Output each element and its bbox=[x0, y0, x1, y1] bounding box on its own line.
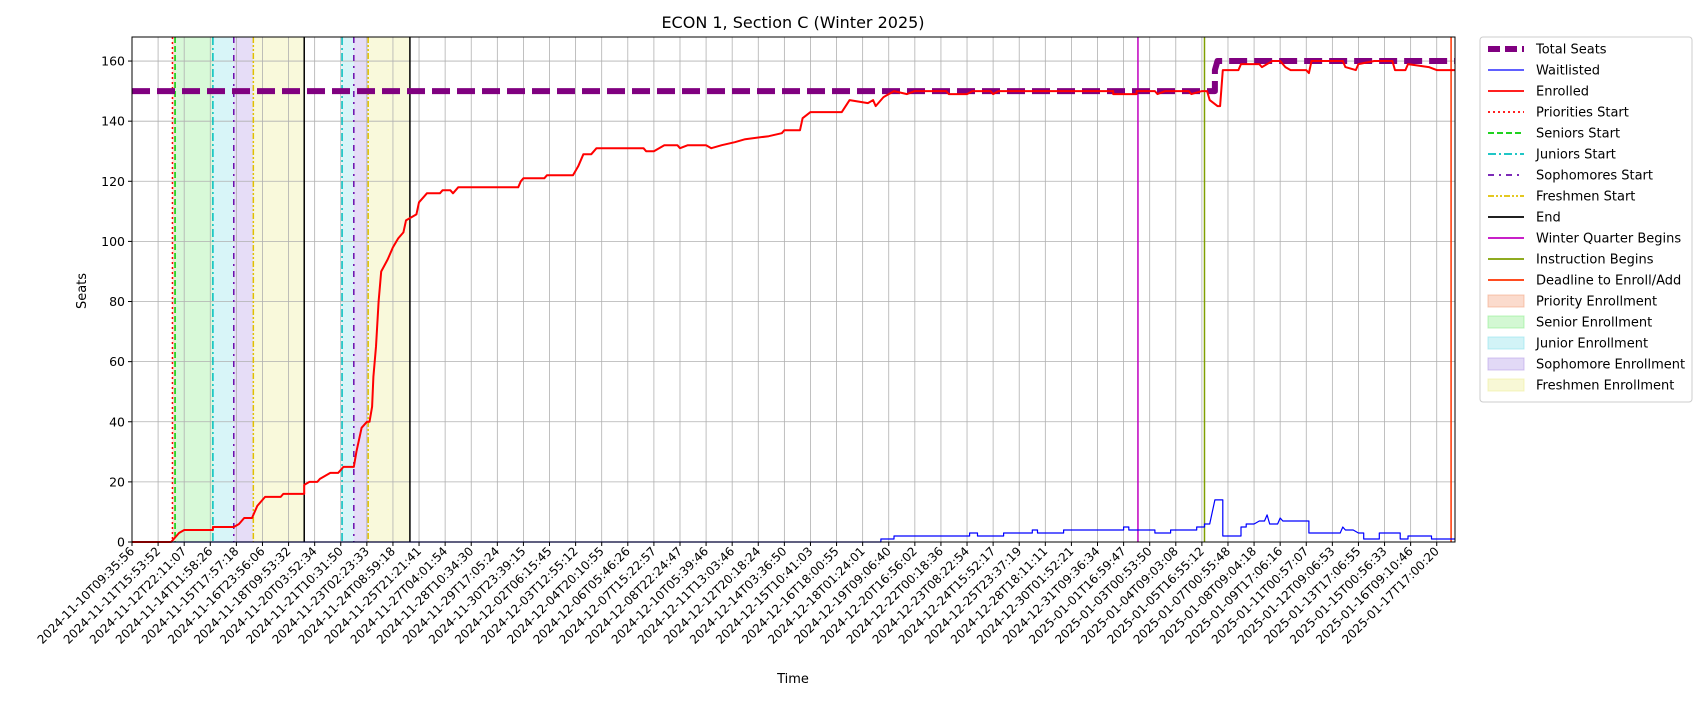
legend-label-9: Winter Quarter Begins bbox=[1536, 232, 1681, 247]
span-1-0 bbox=[175, 37, 213, 542]
legend-label-4: Seniors Start bbox=[1536, 127, 1620, 142]
legend-label-8: End bbox=[1536, 211, 1561, 226]
legend-box bbox=[1479, 36, 1693, 403]
y-tick-label-2: 40 bbox=[109, 414, 125, 429]
series-line-0 bbox=[132, 58, 1455, 95]
plot-area: 0204060801001201401602024-11-10T09:35:56… bbox=[35, 36, 1456, 647]
legend-label-2: Enrolled bbox=[1536, 85, 1589, 100]
legend-label-6: Sophomores Start bbox=[1536, 169, 1653, 184]
y-axis-label: Seats bbox=[75, 273, 90, 309]
legend-label-12: Priority Enrollment bbox=[1536, 295, 1657, 310]
legend-label-0: Total Seats bbox=[1535, 43, 1607, 58]
y-tick-label-3: 60 bbox=[109, 354, 125, 369]
legend-label-13: Senior Enrollment bbox=[1536, 316, 1652, 331]
legend-label-3: Priorities Start bbox=[1536, 106, 1629, 121]
span-3-0 bbox=[233, 37, 254, 542]
y-tick-label-6: 120 bbox=[101, 174, 125, 189]
legend-label-11: Deadline to Enroll/Add bbox=[1536, 274, 1681, 289]
span-2-0 bbox=[212, 37, 234, 542]
span-0-0 bbox=[172, 37, 176, 542]
span-4-0 bbox=[253, 37, 305, 542]
legend-swatch-12 bbox=[1487, 294, 1525, 308]
legend-label-10: Instruction Begins bbox=[1536, 253, 1654, 268]
legend-swatch-16 bbox=[1487, 378, 1525, 392]
y-tick-label-0: 0 bbox=[117, 535, 125, 550]
y-tick-label-7: 140 bbox=[101, 114, 125, 129]
legend-label-5: Juniors Start bbox=[1535, 148, 1616, 163]
legend-label-7: Freshmen Start bbox=[1536, 190, 1635, 205]
y-tick-label-8: 160 bbox=[101, 54, 125, 69]
plot-frame bbox=[131, 36, 1456, 543]
legend-label-15: Sophomore Enrollment bbox=[1536, 358, 1685, 373]
legend-label-14: Junior Enrollment bbox=[1535, 337, 1648, 352]
span-4-1 bbox=[368, 37, 410, 542]
legend-swatch-14 bbox=[1487, 336, 1525, 350]
legend-label-16: Freshmen Enrollment bbox=[1536, 379, 1674, 394]
legend-swatch-13 bbox=[1487, 315, 1525, 329]
legend-swatch-15 bbox=[1487, 357, 1525, 371]
y-tick-label-4: 80 bbox=[109, 294, 125, 309]
span-2-1 bbox=[342, 37, 354, 542]
x-axis-label: Time bbox=[776, 672, 809, 687]
series-line-2 bbox=[132, 60, 1455, 543]
chart-title: ECON 1, Section C (Winter 2025) bbox=[661, 13, 924, 32]
y-tick-label-5: 100 bbox=[101, 234, 125, 249]
y-tick-label-1: 20 bbox=[109, 474, 125, 489]
legend-label-1: Waitlisted bbox=[1536, 64, 1600, 79]
series-line-1 bbox=[132, 499, 1455, 543]
legend: Total Seats Waitlisted Enrolled Priorities … bbox=[1479, 36, 1693, 403]
span-3-1 bbox=[353, 37, 369, 542]
